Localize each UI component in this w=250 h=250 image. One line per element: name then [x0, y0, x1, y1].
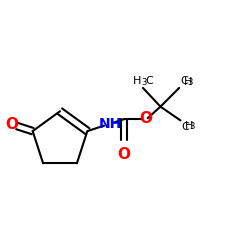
Text: C: C: [180, 76, 188, 86]
Text: H: H: [184, 77, 192, 87]
Text: 3: 3: [189, 122, 194, 131]
Text: C: C: [146, 76, 153, 86]
Text: 3: 3: [188, 78, 193, 88]
Text: O: O: [6, 117, 18, 132]
Text: O: O: [118, 147, 131, 162]
Text: NH: NH: [99, 116, 122, 130]
Text: H: H: [133, 76, 142, 86]
Text: 3: 3: [142, 78, 147, 88]
Text: C: C: [181, 122, 189, 132]
Text: O: O: [139, 111, 152, 126]
Text: H: H: [185, 121, 193, 131]
